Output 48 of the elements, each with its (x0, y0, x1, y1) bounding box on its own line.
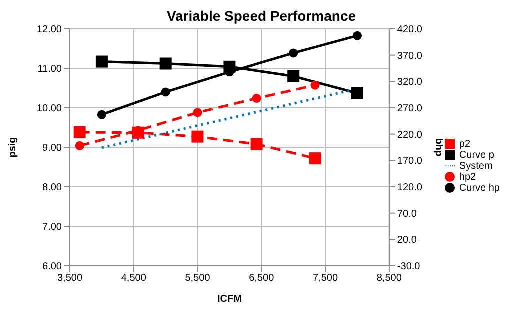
y-tick-label: 11.00 (38, 64, 62, 76)
y-tick-label: 10.00 (36, 104, 62, 115)
y2-tick-label: 70.0 (397, 208, 418, 220)
point (160, 58, 172, 70)
chart-title: Variable Speed Performance (166, 8, 358, 24)
y-tick-label: 8.00 (42, 182, 62, 194)
y2-tick-label: 270.0 (397, 104, 423, 115)
y-tick-label: 7.00 (42, 222, 62, 234)
x-tick-label: 7,500 (313, 273, 338, 284)
x-tick-label: 5,500 (185, 273, 211, 284)
point (97, 110, 106, 120)
x-tick-label: 8,500 (376, 273, 402, 284)
point (192, 130, 204, 143)
point (309, 152, 322, 165)
legend-label: System (459, 161, 493, 172)
point (75, 141, 84, 150)
point (352, 31, 362, 40)
point (161, 88, 170, 97)
y2-axis-title: bhp (432, 138, 444, 157)
x-tick-label: 3,500 (57, 273, 83, 284)
x-tick-label: 6,500 (249, 273, 275, 284)
x-axis-title: ICFM (217, 294, 242, 305)
y-tick-label: 9.00 (42, 143, 62, 154)
y2-tick-label: 220.0 (397, 130, 423, 141)
point (252, 94, 262, 104)
y2-tick-label: 20.0 (397, 235, 418, 246)
y2-tick-label: 320.0 (397, 77, 423, 88)
y2-tick-label: -30.0 (397, 262, 421, 273)
point (250, 138, 263, 150)
y2-tick-label: 370.0 (397, 50, 423, 62)
point (289, 48, 298, 58)
x-tick-label: 4,500 (121, 273, 147, 284)
point (351, 87, 364, 100)
y2-tick-label: 170.0 (397, 156, 423, 168)
point (74, 126, 86, 138)
legend-label: Curve p (459, 150, 494, 161)
point (310, 80, 320, 90)
legend-label: hp2 (459, 172, 476, 183)
point (193, 108, 202, 118)
y-tick-label: 12.00 (36, 24, 62, 36)
point (288, 70, 300, 82)
point (96, 56, 108, 68)
y2-tick-label: 120.0 (397, 182, 423, 194)
y-axis-title: psig (8, 137, 19, 158)
legend-label: Curve hp (459, 183, 500, 194)
y2-tick-label: 420.0 (397, 24, 423, 36)
y-tick-label: 6.00 (42, 262, 62, 273)
legend-label: p2 (459, 139, 471, 150)
